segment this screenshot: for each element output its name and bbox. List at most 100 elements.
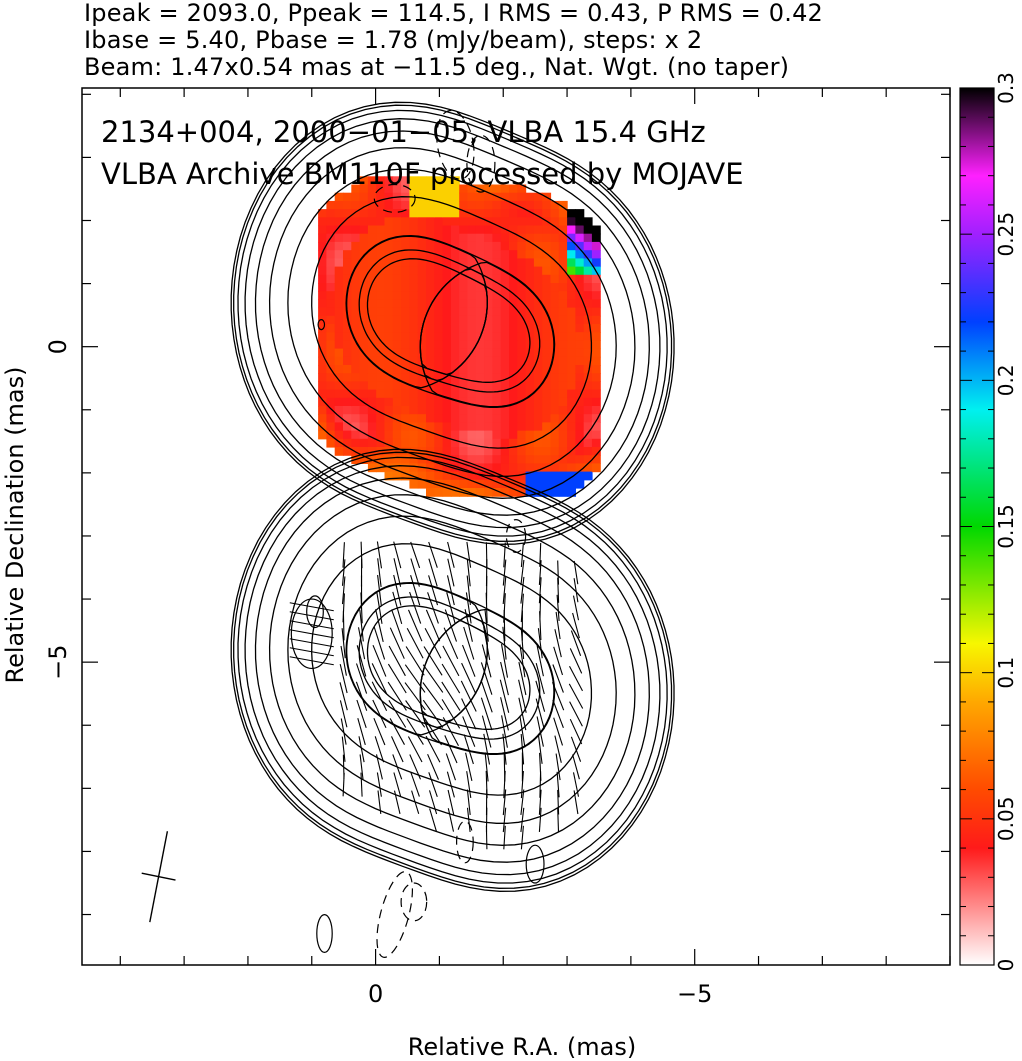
pol-cell	[409, 200, 419, 210]
pol-cell	[351, 332, 361, 341]
pol-cell	[492, 422, 502, 432]
pol-cell	[334, 258, 344, 268]
pol-cell	[459, 184, 469, 194]
pol-cell	[542, 471, 552, 481]
pol-cell	[567, 291, 576, 300]
pol-cell	[334, 307, 344, 317]
evpa-tick	[442, 645, 460, 677]
pol-cell	[517, 430, 527, 440]
pol-cell	[326, 217, 336, 227]
evpa-tick	[393, 772, 402, 797]
pol-cell	[334, 430, 344, 440]
evpa-tick	[466, 807, 471, 833]
pol-cell	[558, 430, 568, 440]
pol-cell	[533, 414, 543, 423]
pol-cell	[426, 447, 435, 456]
pol-cell	[533, 299, 543, 309]
pol-cell	[376, 455, 386, 464]
pol-cell	[575, 479, 585, 489]
evpa-tick	[484, 752, 489, 782]
pol-cell	[367, 315, 377, 325]
pol-cell	[591, 315, 601, 325]
pol-cell	[500, 397, 510, 407]
pol-cell	[367, 299, 377, 309]
pol-cell	[591, 389, 601, 399]
pol-cell	[326, 291, 336, 300]
pol-cell	[591, 258, 601, 268]
evpa-tick	[429, 808, 437, 832]
pol-cell	[492, 315, 502, 325]
pol-cell	[533, 438, 543, 448]
pol-cell	[591, 365, 601, 374]
evpa-tick	[410, 541, 421, 569]
pol-cell	[550, 250, 560, 259]
pol-cell	[351, 356, 361, 366]
pol-cell	[583, 225, 593, 235]
pol-cell	[434, 340, 444, 350]
pol-cell	[542, 348, 552, 358]
pol-cell	[542, 299, 552, 309]
pol-cell	[376, 200, 386, 210]
evpa-tick	[461, 662, 477, 695]
evpa-tick	[465, 592, 472, 624]
pol-cell	[467, 389, 477, 399]
pol-cell	[467, 340, 477, 350]
pol-cell	[550, 241, 560, 251]
evpa-tick	[503, 770, 506, 799]
pol-cell	[367, 463, 377, 473]
pol-cell	[517, 283, 527, 292]
pol-cell	[384, 209, 394, 218]
pol-cell	[434, 414, 444, 423]
pol-cell	[517, 274, 527, 284]
pol-cell	[509, 258, 518, 268]
pol-cell	[426, 209, 435, 218]
pol-cell	[467, 200, 477, 210]
pol-cell	[591, 225, 601, 235]
pol-cell	[417, 307, 427, 317]
pol-cell	[442, 455, 452, 464]
pol-cell	[550, 397, 560, 407]
pol-cell	[509, 307, 518, 317]
pol-cell	[467, 209, 477, 218]
pol-cell	[417, 381, 427, 391]
pol-cell	[509, 324, 518, 333]
pol-cell	[367, 250, 377, 259]
pol-cell	[591, 241, 601, 251]
pol-cell	[575, 430, 585, 440]
pol-cell	[500, 250, 510, 259]
pol-cell	[392, 430, 402, 440]
pol-cell	[351, 217, 361, 227]
pol-cell	[318, 233, 327, 243]
pol-cell	[567, 438, 576, 448]
pol-cell	[384, 184, 394, 194]
pol-cell	[401, 397, 410, 407]
pol-cell	[434, 463, 444, 473]
pol-cell	[450, 332, 460, 341]
pol-cell	[475, 373, 485, 382]
pol-cell	[376, 389, 386, 399]
pol-cell	[384, 258, 394, 268]
pol-cell	[384, 438, 394, 448]
pol-cell	[343, 209, 352, 218]
pol-cell	[459, 315, 469, 325]
pol-cell	[367, 447, 377, 456]
evpa-tick	[569, 718, 583, 745]
pol-cell	[318, 365, 327, 374]
pol-cell	[426, 176, 435, 186]
pol-cell	[450, 217, 460, 227]
pol-cell	[459, 422, 469, 432]
pol-cell	[517, 348, 527, 358]
pol-cell	[509, 438, 518, 448]
pol-cell	[417, 438, 427, 448]
pol-cell	[450, 225, 460, 235]
pol-cell	[450, 488, 460, 497]
pol-cell	[376, 414, 386, 423]
pol-cell	[409, 217, 419, 227]
pol-cell	[401, 438, 410, 448]
pol-cell	[434, 488, 444, 497]
evpa-tick	[503, 542, 506, 568]
pol-cell	[442, 471, 452, 481]
pol-cell	[533, 274, 543, 284]
pol-cell	[401, 209, 410, 218]
pol-cell	[450, 324, 460, 333]
